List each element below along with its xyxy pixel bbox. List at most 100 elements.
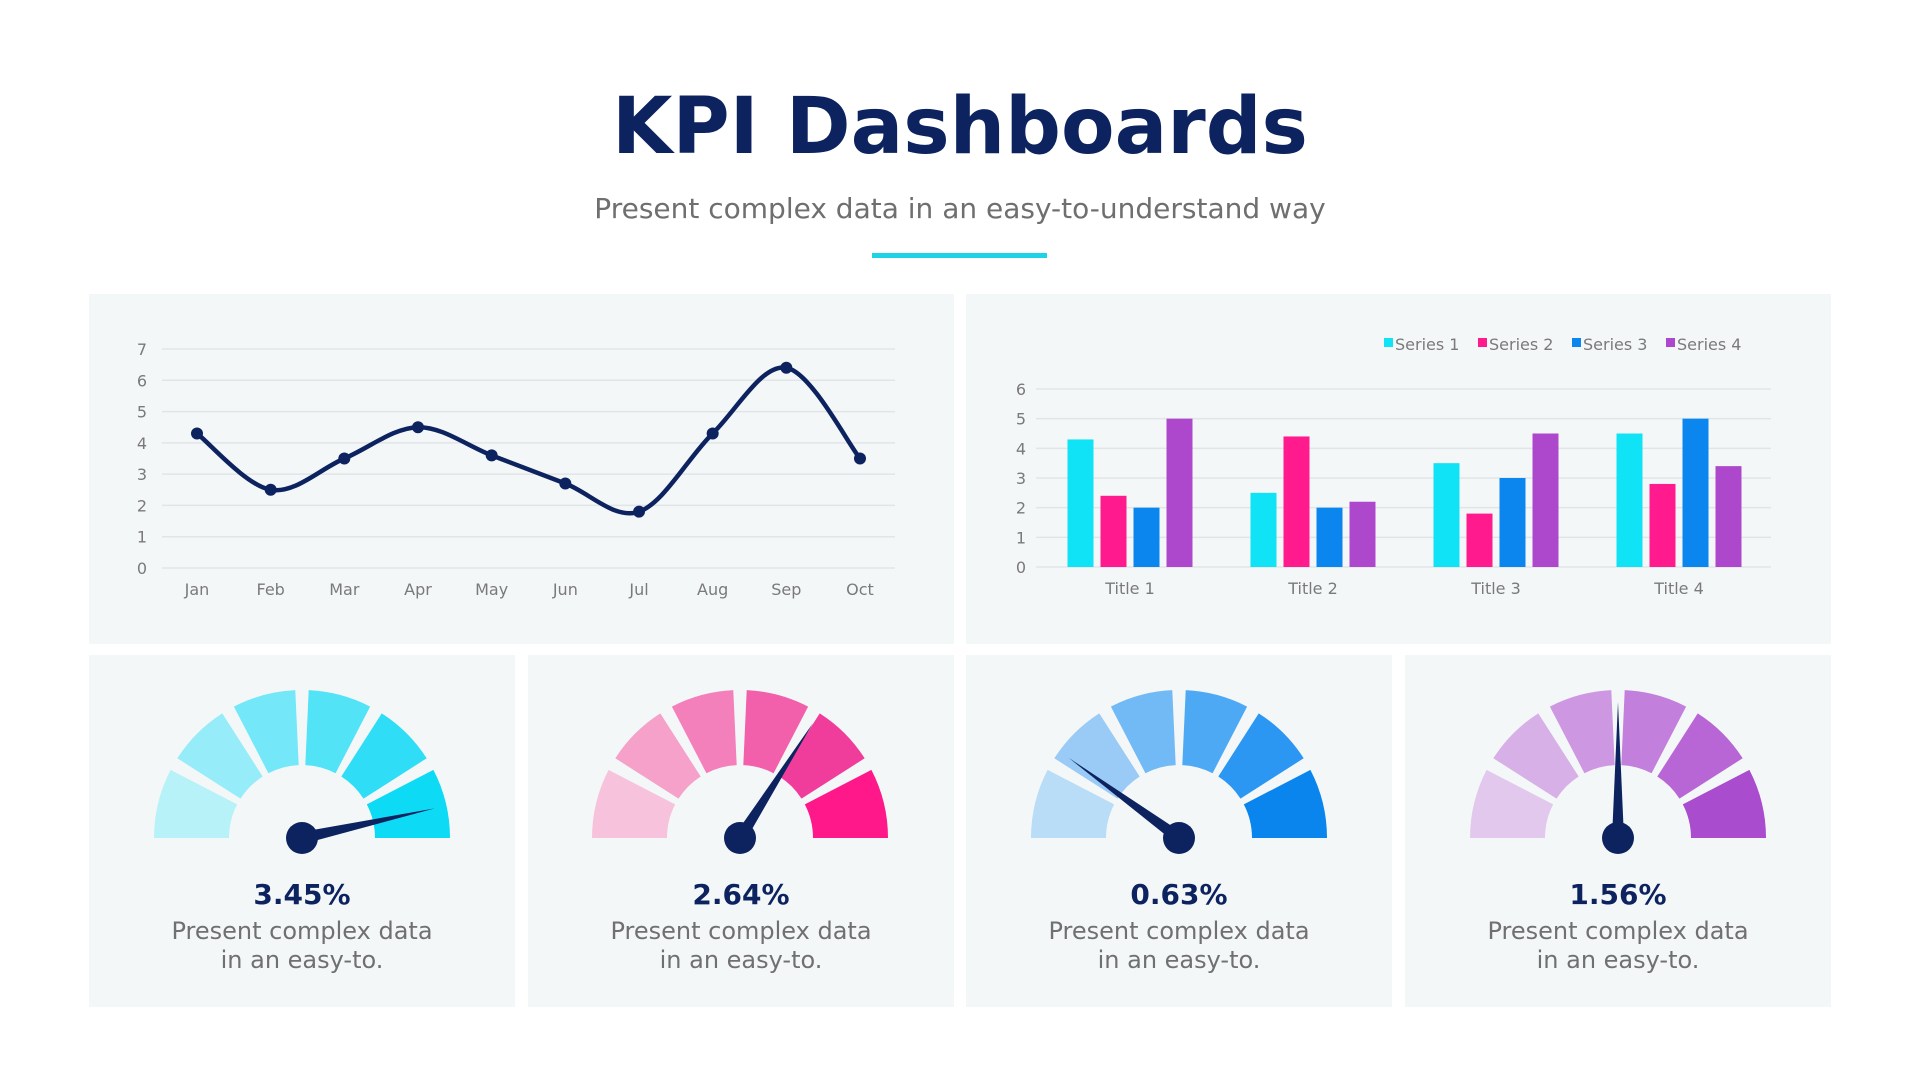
gauge-value: 3.45% [253, 878, 351, 911]
bar [1649, 483, 1676, 567]
gauge-segment [1657, 713, 1743, 799]
gauge-needle-hub [724, 822, 756, 854]
gauge-segment [1110, 690, 1176, 774]
gauge-needle-hub [286, 822, 318, 854]
bar [1133, 507, 1160, 567]
bar [1715, 466, 1742, 567]
data-point [633, 505, 645, 518]
gauge-3 [1031, 690, 1327, 854]
gauge-segment [671, 690, 737, 774]
x-tick-label: Sep [771, 580, 801, 599]
legend-swatch [1572, 338, 1581, 347]
y-tick-label: 6 [1016, 380, 1026, 399]
gauge-description-line1: Present complex data [171, 917, 433, 945]
gauge-segment [1031, 769, 1115, 838]
y-tick-label: 4 [1016, 439, 1026, 458]
legend-label: Series 2 [1489, 335, 1553, 354]
bar [1616, 433, 1643, 567]
x-tick-label: May [475, 580, 508, 599]
gauge-segment [305, 690, 371, 774]
data-point [854, 452, 866, 465]
x-tick-label: Aug [697, 580, 728, 599]
x-tick-label: Title 4 [1653, 579, 1704, 598]
bar [1250, 492, 1277, 567]
y-tick-label: 2 [137, 496, 147, 515]
bar-chart: 0 1 2 3 4 5 6 Title 1 Title 2 Title 3 Title 4 Serie… [1016, 335, 1771, 598]
gauge-segment [1493, 713, 1579, 799]
gauge-segment [1182, 690, 1248, 774]
legend-label: Series 4 [1677, 335, 1741, 354]
bar [1532, 433, 1559, 567]
gauge-needle-hub [1163, 822, 1195, 854]
x-tick-label: Apr [404, 580, 432, 599]
gauge-segment [1470, 769, 1554, 838]
x-tick-label: Jul [628, 580, 648, 599]
gauge-needle [734, 723, 813, 842]
y-tick-label: 5 [1016, 410, 1026, 429]
data-point [559, 477, 572, 490]
gauge-needle-hub [1602, 822, 1634, 854]
gauge-1 [154, 690, 451, 854]
x-tick-label: Feb [257, 580, 285, 599]
y-tick-label: 7 [137, 340, 147, 359]
bar [1067, 439, 1094, 567]
legend-label: Series 1 [1395, 335, 1459, 354]
x-tick-label: Jan [184, 580, 210, 599]
gauge-segment [154, 769, 238, 838]
gauge-value: 0.63% [1130, 878, 1228, 911]
gauge-segment [1218, 713, 1304, 799]
gauge-needle [1068, 758, 1183, 843]
data-point [338, 452, 351, 465]
x-tick-label: Jun [552, 580, 578, 599]
line-series [194, 365, 863, 516]
x-tick-label: Oct [846, 580, 874, 599]
legend-swatch [1666, 338, 1675, 347]
data-point [412, 421, 424, 434]
gauge-segment [779, 713, 865, 799]
gauge-value: 1.56% [1569, 878, 1667, 911]
page-subtitle: Present complex data in an easy-to-under… [594, 192, 1326, 225]
gauge-description-line2: in an easy-to. [220, 946, 384, 974]
y-tick-label: 2 [1016, 499, 1026, 518]
y-tick-label: 6 [137, 371, 147, 390]
y-tick-label: 1 [1016, 528, 1026, 547]
data-point [264, 483, 277, 496]
gauge-segment [1243, 769, 1327, 838]
bar [1166, 418, 1193, 567]
gauge-segment [804, 769, 888, 838]
bar [1682, 418, 1709, 567]
x-tick-label: Title 1 [1104, 579, 1155, 598]
bar [1316, 507, 1343, 567]
y-tick-label: 3 [1016, 469, 1026, 488]
gauge-description-line1: Present complex data [1048, 917, 1310, 945]
page-title: KPI Dashboards [612, 82, 1308, 172]
legend-swatch [1478, 338, 1487, 347]
bar [1466, 513, 1493, 567]
gauge-segment [615, 713, 701, 799]
data-point [191, 427, 203, 440]
gauge-segment [743, 690, 809, 774]
gauge-description-line1: Present complex data [1487, 917, 1749, 945]
gauge-segment [177, 713, 263, 799]
x-tick-label: Mar [329, 580, 360, 599]
gauge-needle [300, 808, 435, 844]
title-underline [872, 253, 1047, 258]
gauge-segment [1682, 769, 1766, 838]
legend-label: Series 3 [1583, 335, 1647, 354]
bar [1499, 478, 1526, 567]
gauge-segment [341, 713, 427, 799]
bar [1349, 501, 1376, 567]
gauge-value: 2.64% [692, 878, 790, 911]
gauge-4 [1470, 690, 1766, 854]
gauge-segment [1054, 713, 1140, 799]
y-tick-label: 0 [1016, 558, 1026, 577]
gauge-description-line1: Present complex data [610, 917, 872, 945]
gauge-segment [1549, 690, 1615, 774]
line-chart: 0 1 2 3 4 5 6 7 Jan Feb Mar Apr May Jun Jul Aug Sep Oct [137, 340, 895, 599]
gauge-segment [592, 769, 676, 838]
bar [1283, 436, 1310, 567]
gauge-segment [233, 690, 299, 774]
x-tick-label: Title 2 [1287, 579, 1338, 598]
y-tick-label: 1 [137, 528, 147, 547]
